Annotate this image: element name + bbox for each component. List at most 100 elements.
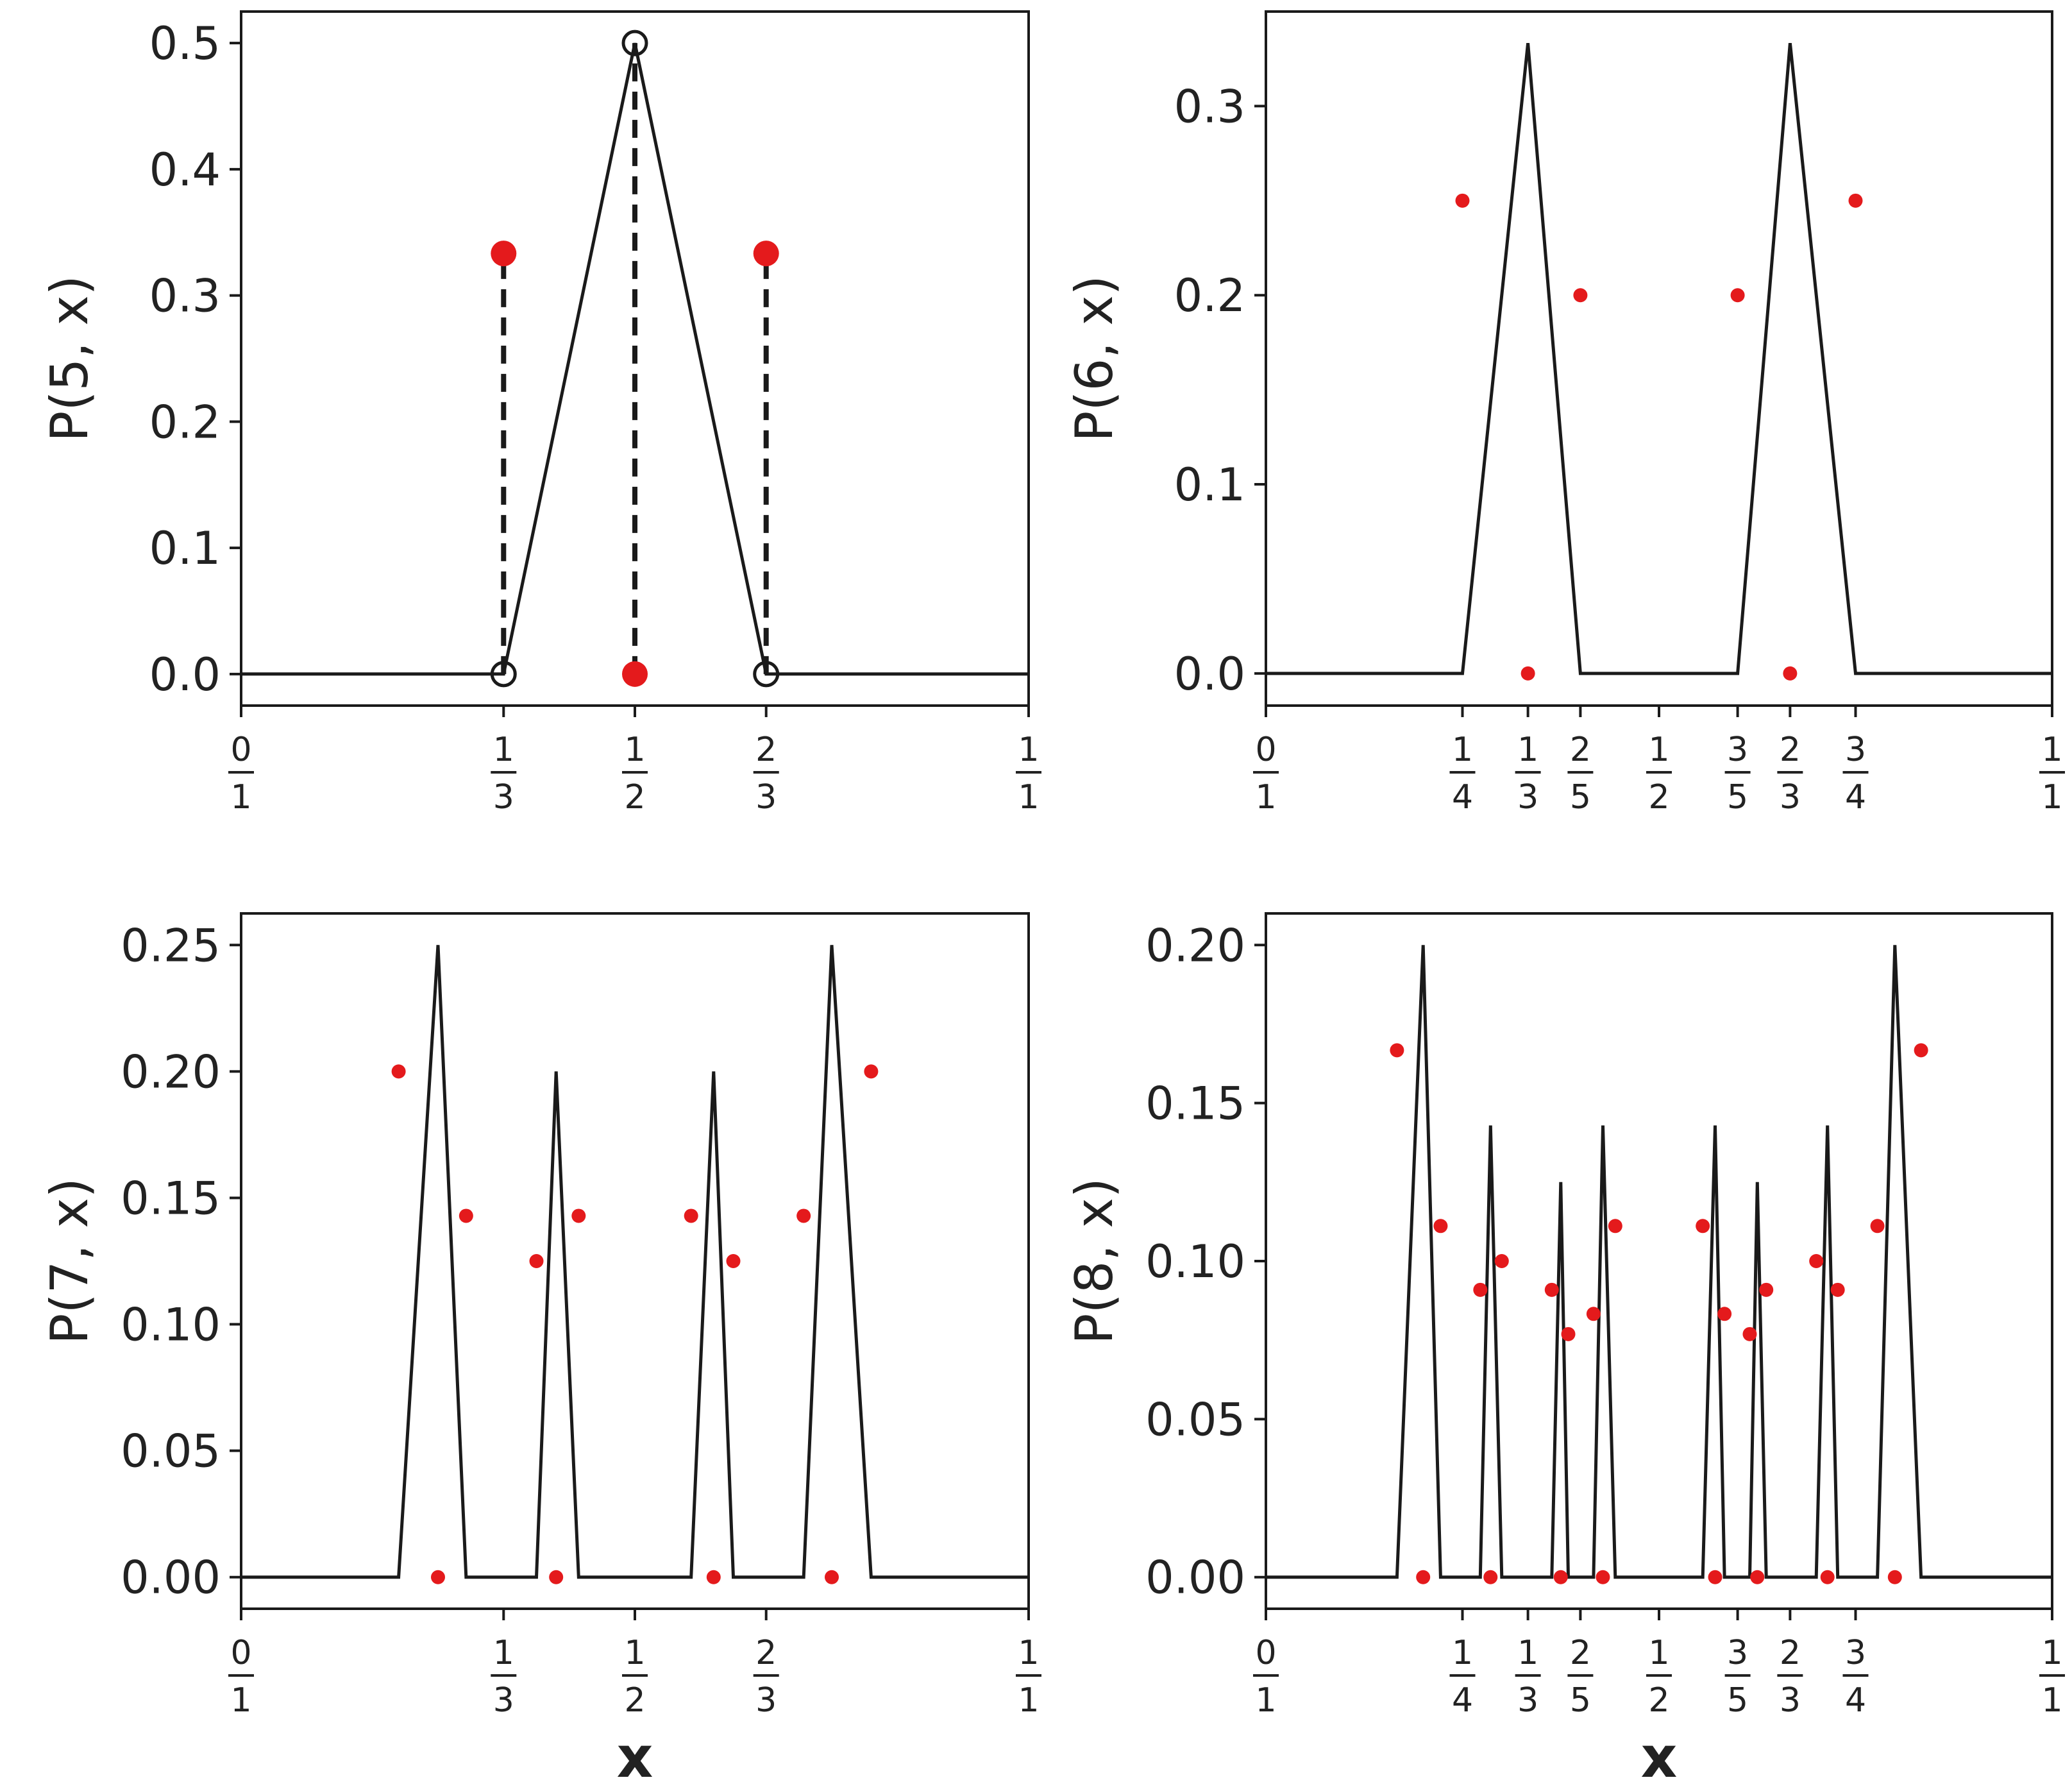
data-point [1830, 1282, 1845, 1297]
x-tick-numerator: 2 [1570, 1634, 1591, 1672]
data-point [491, 241, 517, 267]
x-tick-denominator: 3 [1780, 778, 1801, 817]
data-point [1914, 1043, 1928, 1058]
data-point [1820, 1570, 1835, 1584]
data-point [1783, 666, 1798, 681]
y-axis-label: P(7, x) [40, 1178, 99, 1344]
x-tick-numerator: 1 [1452, 1634, 1473, 1672]
data-point [1390, 1043, 1404, 1058]
x-tick-denominator: 1 [2041, 1681, 2062, 1720]
x-tick-denominator: 1 [1018, 778, 1039, 817]
data-point [1553, 1570, 1568, 1584]
x-tick-denominator: 3 [493, 778, 514, 817]
data-point [1730, 288, 1745, 303]
x-tick-numerator: 2 [755, 1634, 777, 1672]
y-tick-label: 0.25 [121, 919, 221, 972]
data-point [1473, 1282, 1488, 1297]
data-point [1520, 666, 1535, 681]
x-tick-denominator: 5 [1570, 1681, 1591, 1720]
data-point [459, 1208, 473, 1223]
y-tick-label: 0.10 [121, 1299, 221, 1352]
data-point [1561, 1327, 1576, 1341]
x-tick-denominator: 1 [2041, 778, 2062, 817]
data-point [1750, 1570, 1765, 1584]
data-point [726, 1254, 741, 1268]
axes-frame [1265, 10, 2053, 707]
plot-p7: 0.00 0.05 0.10 0.15 0.20 0.25 0 1 1 3 1 2 2 3 1 1 P(7, x… [40, 912, 1041, 1789]
x-tick-numerator: 0 [230, 1634, 251, 1672]
x-axis-label: x [1641, 1724, 1678, 1789]
x-tick-numerator: 3 [1845, 1634, 1866, 1672]
data-point [431, 1570, 445, 1584]
x-tick-numerator: 0 [1255, 731, 1276, 769]
y-tick-label: 0.15 [121, 1172, 221, 1225]
series-line [241, 42, 1029, 676]
series-line [1266, 945, 2052, 1579]
data-point [622, 661, 648, 687]
x-tick-numerator: 0 [1255, 1634, 1276, 1672]
plot-p8: 0.000.050.100.150.20011413251235233411P(… [1065, 912, 2065, 1789]
x-tick-numerator: 1 [1648, 731, 1669, 769]
y-tick-label: 0.1 [1174, 459, 1245, 511]
x-tick-numerator: 1 [1517, 1634, 1538, 1672]
x-tick-numerator: 2 [1780, 731, 1801, 769]
data-point [1586, 1307, 1601, 1321]
x-tick-numerator: 1 [493, 1634, 514, 1672]
x-tick-numerator: 0 [230, 731, 251, 769]
y-tick-label: 0.00 [121, 1552, 221, 1604]
y-tick-label: 0.00 [1145, 1552, 1245, 1604]
y-tick-label: 0.05 [121, 1425, 221, 1478]
data-point [549, 1570, 564, 1584]
data-point [1608, 1219, 1622, 1234]
data-point [796, 1208, 811, 1223]
data-point [1544, 1282, 1559, 1297]
x-tick-denominator: 3 [1517, 1681, 1538, 1720]
y-tick-label: 0.20 [1145, 919, 1245, 972]
y-axis-label: P(8, x) [1065, 1178, 1124, 1344]
x-tick-numerator: 1 [1018, 731, 1039, 769]
x-tick-denominator: 3 [755, 1681, 777, 1720]
y-tick-label: 0.15 [1145, 1078, 1245, 1130]
x-tick-numerator: 2 [1570, 731, 1591, 769]
data-point [825, 1570, 839, 1584]
y-tick-label: 0.10 [1145, 1235, 1245, 1288]
data-point [1708, 1570, 1722, 1584]
data-point [1433, 1219, 1448, 1234]
data-point [1696, 1219, 1710, 1234]
x-tick-numerator: 2 [1780, 1634, 1801, 1672]
data-point [1573, 288, 1588, 303]
x-tick-numerator: 1 [493, 731, 514, 769]
axes-frame [240, 10, 1030, 707]
x-tick-denominator: 3 [1517, 778, 1538, 817]
y-tick-label: 0.05 [1145, 1393, 1245, 1446]
x-tick-denominator: 1 [230, 1681, 251, 1720]
data-point [1848, 193, 1863, 208]
plot-p5: 0.0 0.1 0.2 0.3 0.4 0.5 0 1 1 3 1 2 2 3 1 1 P(5, x) [40, 10, 1041, 817]
open-marker [621, 30, 648, 56]
x-tick-numerator: 3 [1727, 731, 1748, 769]
x-tick-numerator: 2 [755, 731, 777, 769]
data-point [1717, 1307, 1732, 1321]
data-point [864, 1064, 879, 1079]
data-point [684, 1208, 698, 1223]
data-point [1416, 1570, 1431, 1584]
y-axis-label: P(6, x) [1065, 275, 1124, 442]
open-marker [753, 661, 780, 688]
x-tick-denominator: 2 [1648, 1681, 1669, 1720]
y-tick-label: 0.1 [149, 522, 221, 575]
y-tick-label: 0.2 [1174, 269, 1245, 322]
x-tick-numerator: 1 [2041, 1634, 2062, 1672]
x-tick-denominator: 5 [1570, 778, 1591, 817]
data-point [1596, 1570, 1610, 1584]
axes-frame [1265, 912, 2053, 1610]
y-axis-label: P(5, x) [40, 275, 99, 442]
data-point [753, 241, 779, 267]
x-tick-denominator: 3 [1780, 1681, 1801, 1720]
x-tick-denominator: 4 [1452, 778, 1473, 817]
data-point [1742, 1327, 1757, 1341]
x-tick-numerator: 1 [1517, 731, 1538, 769]
series-line [241, 945, 1029, 1579]
x-tick-numerator: 3 [1727, 1634, 1748, 1672]
